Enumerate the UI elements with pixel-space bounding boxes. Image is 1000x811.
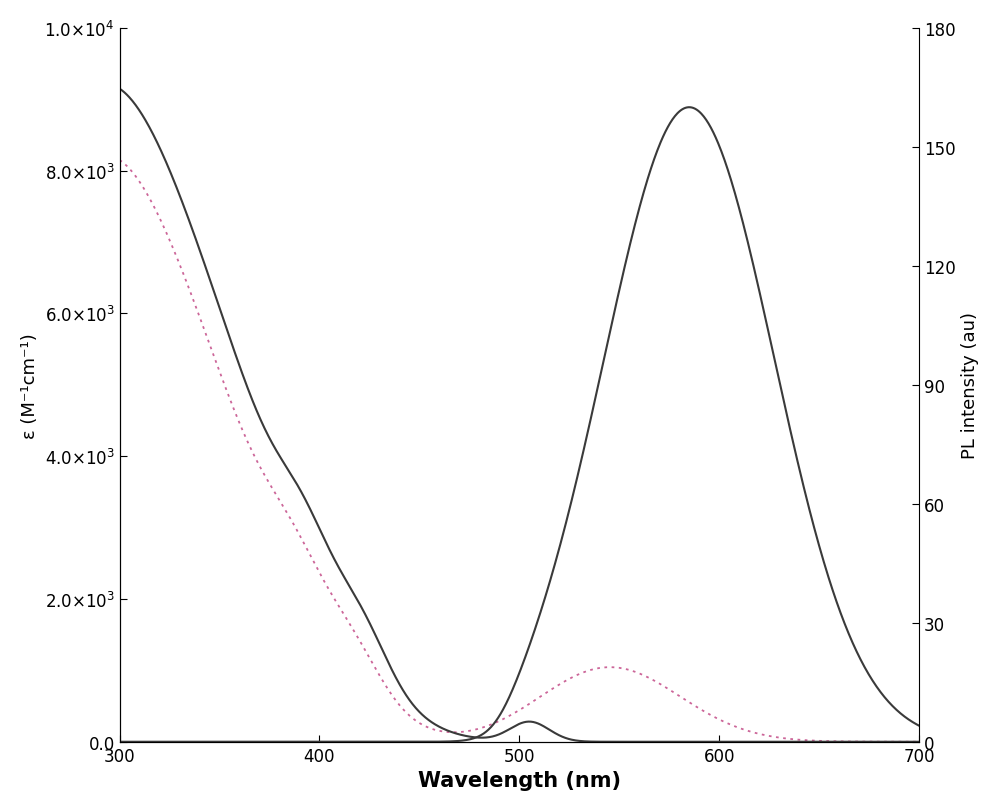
Y-axis label: PL intensity (au): PL intensity (au) [961, 312, 979, 459]
X-axis label: Wavelength (nm): Wavelength (nm) [418, 770, 621, 790]
Y-axis label: ε (M⁻¹cm⁻¹): ε (M⁻¹cm⁻¹) [21, 333, 39, 438]
